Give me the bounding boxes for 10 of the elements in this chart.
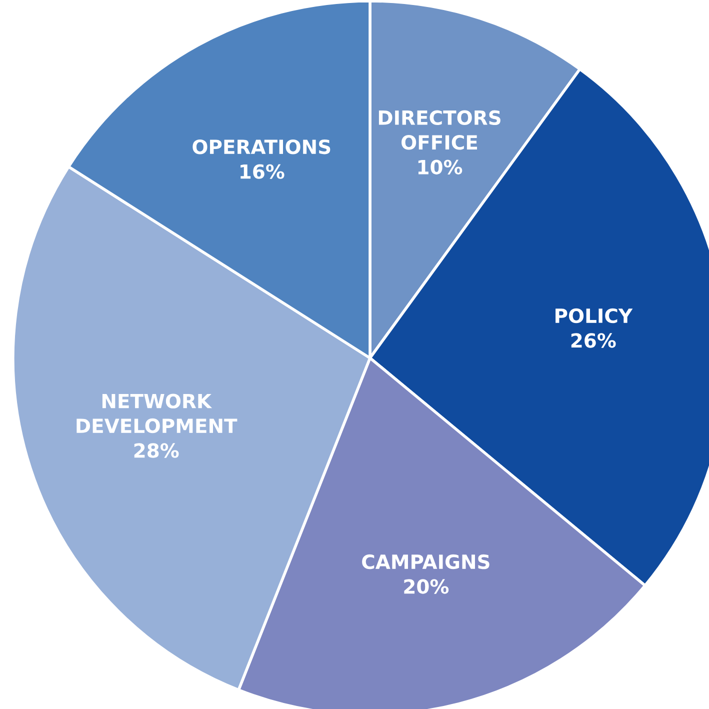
slice-label: OPERATIONS (192, 139, 330, 154)
data-label: 26% (571, 333, 616, 348)
data-label: 20% (404, 579, 449, 594)
slice-label: CAMPAIGNS (362, 554, 490, 570)
slice-label: POLICY (556, 308, 633, 324)
slice-label: DIRECTORS OFFICE (378, 110, 500, 150)
data-label: 16% (240, 164, 284, 179)
slice-label: NETWORK DEVELOPMENT (76, 394, 238, 434)
data-label: 10% (418, 160, 462, 174)
data-label: 28% (134, 443, 179, 458)
